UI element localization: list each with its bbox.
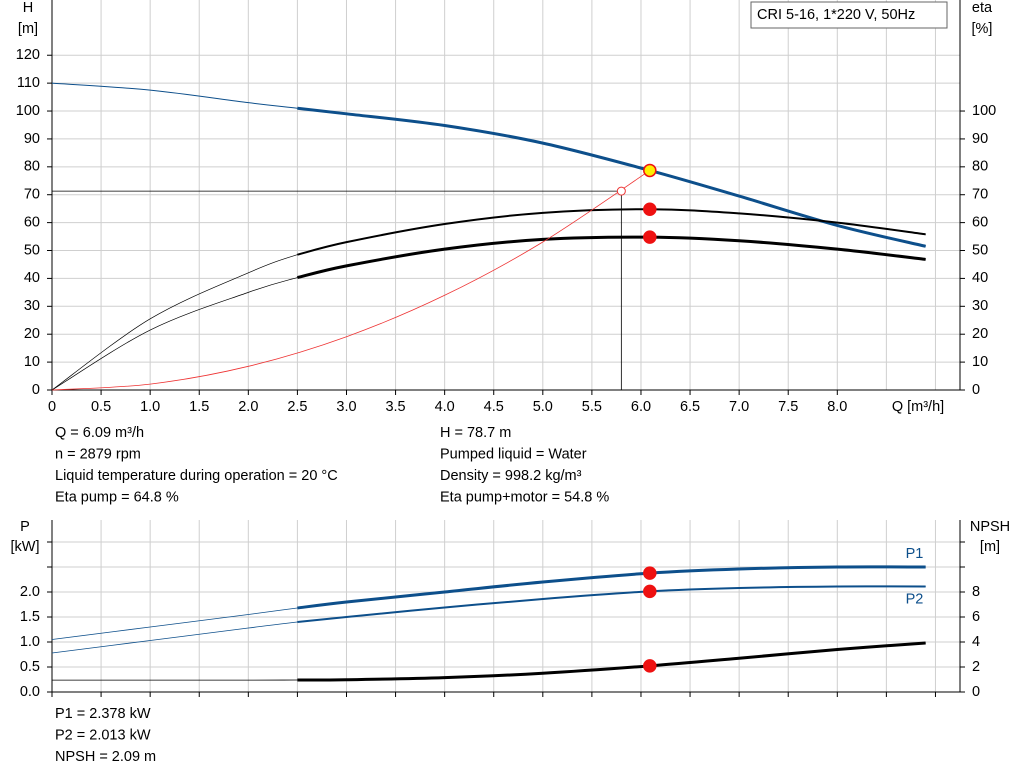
- x-tick-label: 6.0: [631, 399, 651, 415]
- x-tick-label: 8.0: [827, 399, 847, 415]
- series-line-thick: [297, 565, 926, 610]
- info-text: Eta pump+motor = 54.8 %: [440, 489, 609, 505]
- reference-point: [616, 186, 626, 196]
- x-tick-label: 0.5: [91, 399, 111, 415]
- duty-point: [643, 202, 657, 216]
- chart-title: CRI 5-16, 1*220 V, 50Hz: [757, 7, 915, 23]
- y2-tick-label: 60: [972, 214, 988, 230]
- y-axis-label: P: [20, 519, 30, 535]
- y-axis-unit: [m]: [18, 21, 38, 37]
- info-text: Q = 6.09 m³/h: [55, 425, 144, 441]
- info-text: NPSH = 2.09 m: [55, 749, 156, 765]
- y-tick-label: 2.0: [20, 584, 40, 600]
- y-axis-label: H: [23, 0, 33, 16]
- series-line: [51, 208, 926, 391]
- series-line-thick: [297, 585, 926, 623]
- duty-point: [643, 163, 657, 178]
- x-tick-label: 7.5: [778, 399, 798, 415]
- y-tick-label: 40: [24, 270, 40, 286]
- duty-point: [643, 659, 657, 673]
- duty-point: [643, 566, 657, 580]
- y2-tick-label: 100: [972, 103, 996, 119]
- y2-tick-label: 4: [972, 634, 980, 650]
- y-tick-label: 0.5: [20, 659, 40, 675]
- series-label: P2: [906, 591, 924, 607]
- y2-tick-label: 0: [972, 382, 980, 398]
- x-tick-label: 4.0: [435, 399, 455, 415]
- y-tick-label: 50: [24, 242, 40, 258]
- y2-tick-label: 20: [972, 326, 988, 342]
- y2-tick-label: 80: [972, 159, 988, 175]
- x-tick-label: 6.5: [680, 399, 700, 415]
- y2-tick-label: 70: [972, 187, 988, 203]
- x-axis-label: Q [m³/h]: [892, 399, 944, 415]
- y2-tick-label: 40: [972, 270, 988, 286]
- info-text: P2 = 2.013 kW: [55, 727, 151, 743]
- y2-axis-label: eta: [972, 0, 993, 16]
- series-line: [51, 82, 926, 247]
- title-box: [750, 1, 948, 29]
- y-tick-label: 90: [24, 131, 40, 147]
- series-line-thick: [297, 641, 926, 682]
- y-axis-unit: [kW]: [11, 539, 40, 555]
- y2-tick-label: 90: [972, 131, 988, 147]
- y-tick-label: 100: [16, 103, 40, 119]
- y-tick-label: 10: [24, 354, 40, 370]
- x-tick-label: 1.0: [140, 399, 160, 415]
- x-tick-label: 3.5: [385, 399, 405, 415]
- y-tick-label: 120: [16, 47, 40, 63]
- series-line: [51, 170, 651, 391]
- x-tick-label: 5.5: [582, 399, 602, 415]
- x-tick-label: 2.0: [238, 399, 258, 415]
- y-tick-label: 0: [32, 382, 40, 398]
- series-line-thick: [297, 106, 926, 248]
- y-tick-label: 60: [24, 214, 40, 230]
- series-line-thick: [297, 235, 926, 280]
- series-line: [51, 236, 926, 391]
- y2-tick-label: 0: [972, 684, 980, 700]
- series-label: P1: [906, 546, 924, 562]
- chart-panel: 0.0 0.5 1.0 1.5 2.0 0 2 4 6 8 P [kW] NPSH [m] P1 P2 P1 =…: [11, 519, 1011, 765]
- y2-tick-label: 10: [972, 354, 988, 370]
- y2-tick-label: 2: [972, 659, 980, 675]
- x-tick-label: 4.5: [484, 399, 504, 415]
- info-text: Liquid temperature during operation = 20…: [55, 468, 338, 484]
- info-text: Eta pump = 64.8 %: [55, 489, 179, 505]
- x-tick-label: 2.5: [287, 399, 307, 415]
- chart-panel: 0 0.5 1.0 1.5 2.0 2.5 3.0 3.5 4.0 4.5 5.0 5.5 6.0 6.5…: [16, 0, 996, 505]
- y-tick-label: 110: [17, 75, 40, 91]
- info-text: Pumped liquid = Water: [440, 446, 587, 462]
- x-tick-label: 1.5: [189, 399, 209, 415]
- y-tick-label: 1.5: [20, 609, 40, 625]
- x-tick-label: 0: [48, 399, 56, 415]
- series-line: [51, 585, 926, 654]
- duty-point: [643, 584, 657, 599]
- y-tick-label: 20: [24, 326, 40, 342]
- y-tick-label: 30: [24, 298, 40, 314]
- info-text: P1 = 2.378 kW: [55, 706, 151, 722]
- y2-tick-label: 50: [972, 242, 988, 258]
- info-text: n = 2879 rpm: [55, 446, 141, 462]
- y2-tick-label: 30: [972, 298, 988, 314]
- y-tick-label: 70: [24, 187, 40, 203]
- y-tick-label: 1.0: [20, 634, 40, 650]
- x-tick-label: 5.0: [533, 399, 553, 415]
- info-text: H = 78.7 m: [440, 425, 511, 441]
- y-tick-label: 80: [24, 159, 40, 175]
- y2-axis-unit: [%]: [972, 21, 993, 37]
- y2-tick-label: 6: [972, 609, 980, 625]
- x-tick-label: 3.0: [336, 399, 356, 415]
- y-tick-label: 0.0: [20, 684, 40, 700]
- y2-axis-label: NPSH: [970, 519, 1010, 535]
- duty-point: [643, 230, 657, 244]
- y2-tick-label: 8: [972, 584, 980, 600]
- x-tick-label: 7.0: [729, 399, 749, 415]
- y2-axis-unit: [m]: [980, 539, 1000, 555]
- series-line-thick: [297, 208, 926, 256]
- info-text: Density = 998.2 kg/m³: [440, 468, 582, 484]
